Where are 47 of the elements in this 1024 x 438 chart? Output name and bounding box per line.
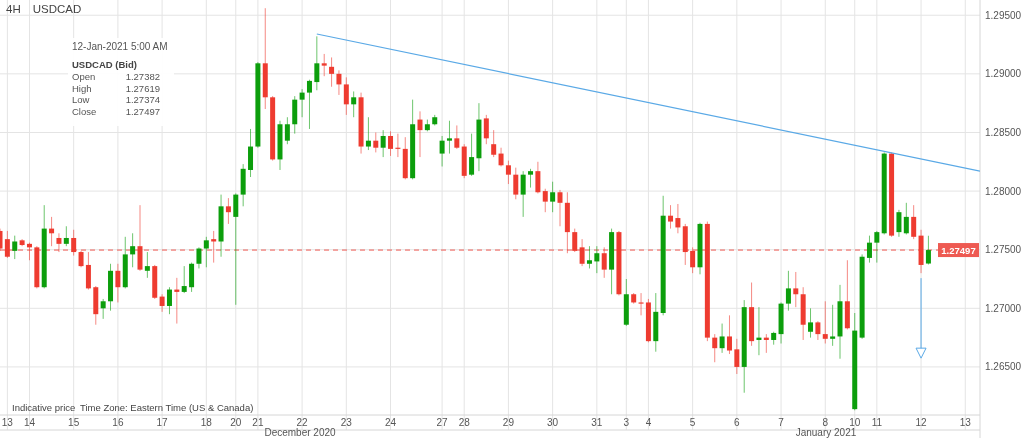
x-tick-label: 5: [689, 417, 696, 428]
text: January 2021: [795, 426, 857, 438]
y-tick-label: 1.29500: [985, 9, 1022, 21]
y-tick-label: 1.29000: [985, 68, 1022, 80]
x-tick-label: 10: [849, 417, 861, 428]
x-tick-label: 7: [778, 417, 785, 428]
text: December 2020: [264, 426, 337, 438]
x-tick-label: 15: [68, 417, 80, 428]
x-tick-label: 17: [156, 417, 169, 428]
x-tick-label: 6: [734, 417, 741, 428]
x-tick-label: 12: [915, 417, 928, 428]
x-tick-label: 8: [822, 417, 829, 428]
y-tick-label: 1.27500: [985, 244, 1022, 256]
x-tick-label: 29: [502, 417, 515, 428]
x-tick-label: 22: [296, 417, 309, 428]
annotation: 12-Jan-2021 5:00 AM: [72, 41, 168, 52]
y-tick-label: 1.28500: [985, 126, 1022, 138]
chart-title: 4H: [6, 3, 21, 15]
x-tick-label: 18: [200, 417, 213, 428]
x-tick-label: 23: [340, 417, 353, 428]
x-tick-label: 11: [871, 417, 883, 428]
x-tick-label: 13: [1, 417, 14, 428]
text: Low 1.27374: [72, 94, 160, 105]
y-tick-label: 1.28000: [985, 185, 1022, 197]
y-tick-label: 1.27000: [985, 302, 1022, 314]
text: Open 1.27382: [72, 71, 160, 82]
chart-subtitle: USDCAD: [32, 3, 82, 15]
y-tick-label: 1.26500: [985, 361, 1022, 373]
x-tick-label: 28: [458, 417, 471, 428]
x-tick-label: 27: [436, 417, 449, 428]
annotation: USDCAD (Bid): [72, 59, 137, 70]
x-tick-label: 13: [959, 417, 972, 428]
x-tick-label: 21: [252, 417, 264, 428]
text: High 1.27619: [72, 82, 160, 94]
x-tick-label: 31: [591, 417, 603, 428]
ref-line-label: 1.27497: [941, 244, 976, 256]
x-tick-label: 16: [112, 417, 124, 428]
annotation: Time Zone: Eastern Time (US & Canada): [80, 402, 254, 413]
x-tick-label: 14: [23, 417, 36, 428]
x-tick-label: 4: [645, 417, 652, 428]
annotation: Indicative price: [12, 402, 76, 413]
text: Close 1.27497: [72, 105, 160, 117]
x-tick-label: 3: [623, 417, 630, 428]
x-tick-label: 20: [230, 417, 242, 428]
candlestick: [159, 293, 165, 313]
x-tick-label: 30: [547, 417, 559, 428]
x-tick-label: 24: [384, 417, 397, 428]
